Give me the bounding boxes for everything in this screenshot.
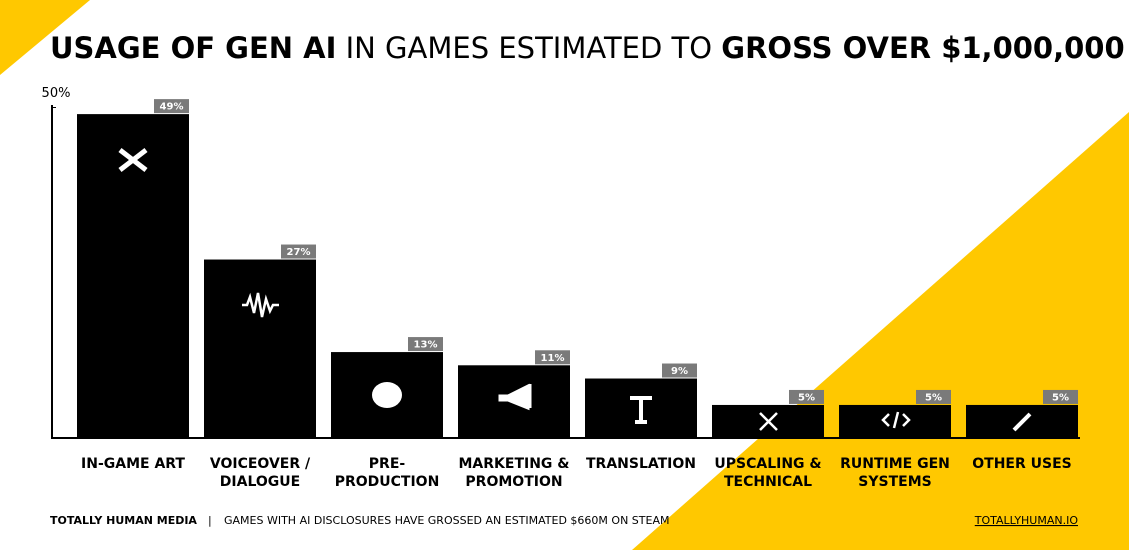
x-tick-label: OTHER USES — [972, 456, 1072, 472]
value-label-bg — [535, 350, 570, 365]
x-tick-label: TRANSLATION — [585, 456, 696, 472]
value-label: 9% — [671, 366, 688, 377]
decor-triangle — [0, 0, 90, 75]
x-tick-label: VOICEOVER / DIALOGUE — [209, 456, 311, 490]
footer-link[interactable]: TOTALLYHUMAN.IO — [974, 514, 1079, 527]
value-label: 13% — [414, 340, 438, 351]
value-label: 27% — [287, 247, 311, 258]
value-label-bg — [789, 389, 824, 404]
icon — [498, 383, 532, 411]
bar — [204, 259, 316, 438]
value-label-bg — [154, 99, 189, 114]
chart-title: USAGE OF GEN AI IN GAMES ESTIMATED TO GR… — [50, 31, 1125, 65]
x-tick-label: RUNTIME GEN SYSTEMS — [840, 456, 950, 490]
title-part: GROSS OVER $1,000,000 — [721, 31, 1124, 65]
icon — [118, 148, 148, 172]
title-part: IN GAMES ESTIMATED TO — [346, 31, 712, 65]
value-label-bg — [1043, 389, 1078, 404]
footer-separator: | — [208, 514, 212, 527]
value-label-bg — [916, 389, 951, 404]
footer-note: GAMES WITH AI DISCLOSURES HAVE GROSSED A… — [224, 514, 669, 527]
value-label: 5% — [925, 392, 942, 403]
icon — [759, 412, 778, 431]
x-tick-label: MARKETING & PROMOTION — [458, 456, 570, 490]
x-tick-label: UPSCALING & TECHNICAL — [714, 456, 822, 490]
value-label-bg — [408, 337, 443, 352]
decor-triangle — [632, 112, 1129, 550]
icons — [118, 148, 1032, 432]
value-label: 5% — [1052, 392, 1069, 403]
x-tick-label: IN-GAME ART — [81, 456, 185, 472]
value-label-bg — [281, 244, 316, 259]
value-label: 49% — [160, 102, 184, 113]
footer-brand: TOTALLY HUMAN MEDIA — [50, 514, 197, 527]
icon — [242, 292, 279, 318]
title-part: USAGE OF GEN AI — [50, 31, 336, 65]
x-tick-label: PRE- PRODUCTION — [334, 456, 440, 490]
value-label: 11% — [541, 353, 565, 364]
icon — [1012, 412, 1032, 432]
bar — [77, 114, 189, 439]
value-label-bg — [662, 363, 697, 378]
y-tick-label: 50% — [42, 86, 71, 101]
icon — [630, 396, 652, 424]
icon — [372, 382, 402, 408]
value-label: 5% — [798, 392, 815, 403]
icon — [881, 411, 911, 429]
